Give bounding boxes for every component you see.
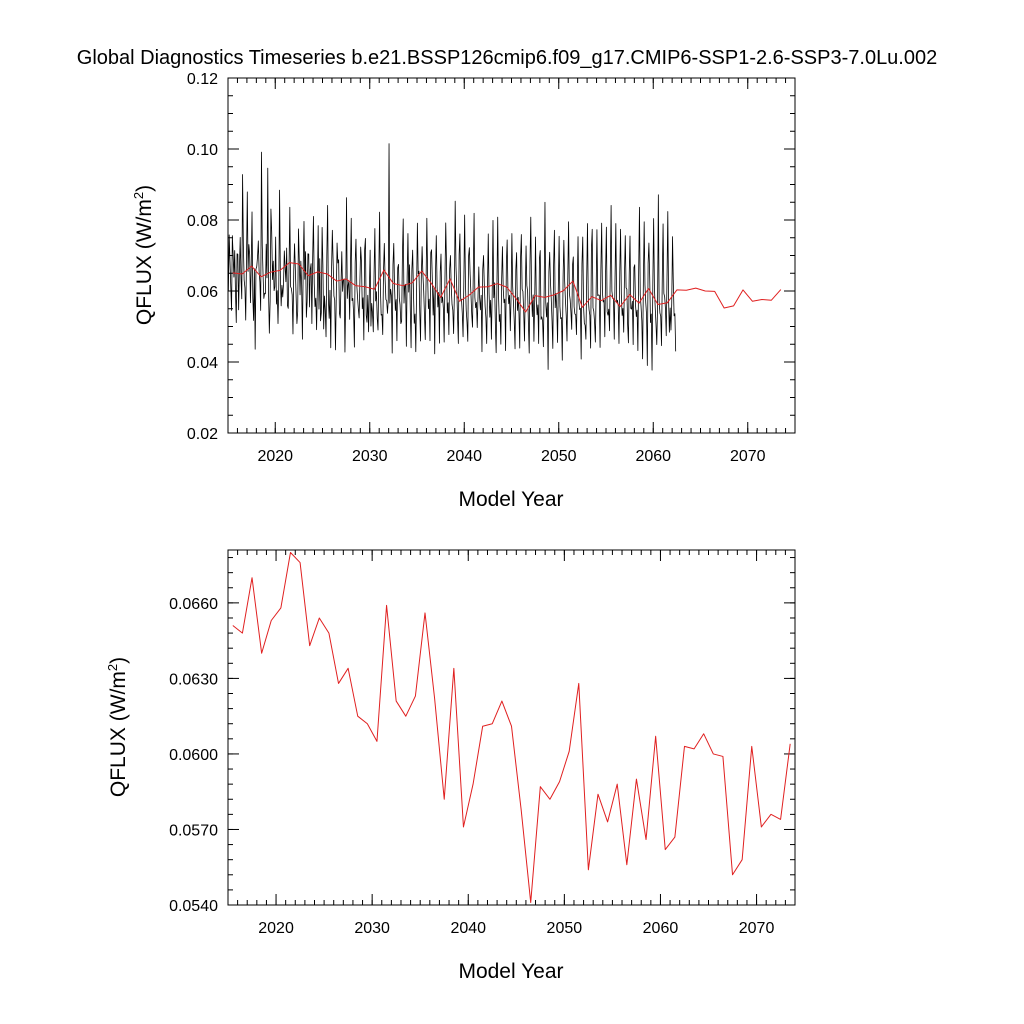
- top-y-tick-label: 0.04: [187, 355, 218, 372]
- bottom-ticks: 2020 2030 2040 2050 2060 2070 0.0540 0.0570 0.06…: [169, 550, 796, 937]
- top-x-tick-label: 2060: [635, 448, 671, 465]
- top-panel: 2020 2030 2040 2050 2060 2070 0.02 0.04 0.06 0.08…: [131, 71, 796, 511]
- top-x-axis-label: Model Year: [458, 488, 563, 511]
- top-x-tick-label: 2020: [257, 448, 293, 465]
- bottom-y-tick-label: 0.0570: [169, 822, 218, 839]
- bottom-y-tick-label: 0.0660: [169, 596, 218, 613]
- bottom-x-tick-label: 2060: [643, 920, 679, 937]
- top-ticks: 2020 2030 2040 2050 2060 2070 0.02 0.04 0.06 0.08…: [187, 71, 796, 465]
- bottom-x-tick-label: 2040: [450, 920, 486, 937]
- bottom-y-tick-label: 0.0540: [169, 898, 218, 915]
- figure-title: Global Diagnostics Timeseries b.e21.BSSP…: [77, 47, 937, 69]
- top-x-tick-label: 2030: [352, 448, 388, 465]
- bottom-y-tick-label: 0.0630: [169, 671, 218, 688]
- bottom-x-tick-label: 2030: [354, 920, 390, 937]
- bottom-y-axis-label-superscript: 2: [105, 664, 120, 671]
- top-series-line-0: [228, 143, 677, 371]
- top-y-tick-label: 0.12: [187, 71, 218, 88]
- top-y-axis-label-superscript: 2: [131, 192, 146, 199]
- top-y-tick-label: 0.10: [187, 142, 218, 159]
- top-x-tick-label: 2050: [541, 448, 577, 465]
- top-y-axis-label-tail: ): [133, 185, 156, 192]
- bottom-panel: 2020 2030 2040 2050 2060 2070 0.0540 0.0570 0.06…: [105, 549, 796, 983]
- bottom-series-line-0: [232, 552, 791, 903]
- top-x-tick-label: 2070: [730, 448, 766, 465]
- top-x-tick-label: 2040: [446, 448, 482, 465]
- top-y-tick-label: 0.02: [187, 426, 218, 443]
- bottom-x-axis-label: Model Year: [458, 960, 563, 983]
- bottom-marks: [232, 552, 791, 903]
- top-y-axis-label-main: QFLUX (W/m: [133, 199, 156, 325]
- bottom-x-tick-label: 2050: [547, 920, 583, 937]
- top-y-axis-label: QFLUX (W/m2): [131, 185, 156, 325]
- bottom-x-tick-label: 2070: [739, 920, 775, 937]
- top-marks: [228, 143, 782, 371]
- top-series-line-1: [232, 262, 782, 313]
- bottom-plot-frame: [227, 549, 796, 906]
- bottom-y-axis-label: QFLUX (W/m2): [105, 657, 130, 797]
- bottom-y-axis-label-main: QFLUX (W/m: [107, 671, 130, 797]
- top-y-tick-label: 0.08: [187, 213, 218, 230]
- top-y-tick-label: 0.06: [187, 284, 218, 301]
- bottom-x-tick-label: 2020: [258, 920, 294, 937]
- bottom-y-axis-label-tail: ): [107, 657, 130, 664]
- bottom-y-tick-label: 0.0600: [169, 747, 218, 764]
